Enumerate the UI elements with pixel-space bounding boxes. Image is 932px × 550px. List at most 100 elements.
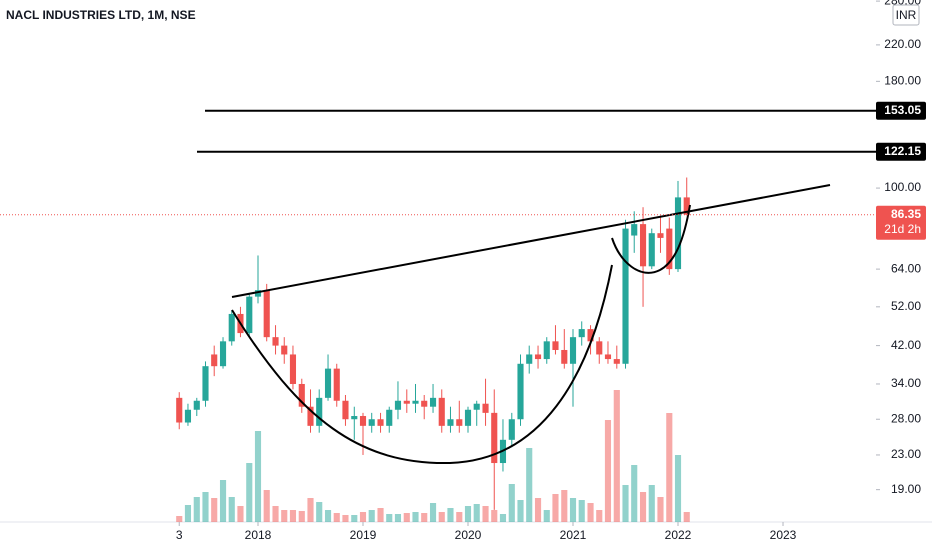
volume-bar xyxy=(324,510,332,522)
volume-bar xyxy=(272,506,279,522)
candle-body xyxy=(508,419,515,440)
chart-title: NACL INDUSTRIES LTD, 1M, NSE xyxy=(6,8,196,22)
candle-body xyxy=(429,397,437,407)
candle-body xyxy=(333,368,340,401)
candle-body xyxy=(517,363,524,420)
y-tick-label: 42.00 xyxy=(891,338,921,352)
volume-bar xyxy=(342,515,349,522)
candle-body xyxy=(289,354,297,384)
volume-bar xyxy=(456,512,463,522)
y-tick-label: 180.00 xyxy=(884,74,921,88)
volume-bar xyxy=(657,497,664,522)
volume-bar xyxy=(219,480,227,522)
candle-body xyxy=(359,416,367,426)
volume-bar xyxy=(491,510,498,522)
countdown-label: 21d 2h xyxy=(884,222,921,236)
candle-body xyxy=(491,412,498,464)
volume-bar xyxy=(377,508,384,522)
candle-body xyxy=(639,224,647,267)
candle-body xyxy=(351,416,358,420)
currency-box xyxy=(892,4,920,26)
handle-curve xyxy=(611,204,691,274)
volume-bar xyxy=(412,512,419,522)
volume-bar xyxy=(604,420,612,522)
candle-body xyxy=(324,368,332,398)
volume-bar xyxy=(263,490,270,522)
volume-bar xyxy=(596,510,603,522)
candle-body xyxy=(377,419,384,426)
candle-body xyxy=(202,366,209,401)
candle-body xyxy=(263,290,270,338)
candle-body xyxy=(482,403,489,413)
level-label-box xyxy=(876,142,926,161)
volume-bar xyxy=(517,500,524,522)
volume-bar xyxy=(683,512,690,522)
candle-body xyxy=(473,403,480,410)
candle-body xyxy=(176,397,183,423)
volume-bar xyxy=(368,510,375,522)
candle-body xyxy=(534,354,542,360)
y-tick-label: 220.00 xyxy=(884,37,921,51)
volume-bar xyxy=(561,490,568,522)
candle-body xyxy=(394,400,402,410)
candle-body xyxy=(569,337,577,364)
volume-bar xyxy=(482,506,489,522)
volume-bar xyxy=(237,506,244,522)
candle-body xyxy=(604,354,612,360)
candle-body xyxy=(683,197,690,215)
level-label: 122.15 xyxy=(884,144,921,158)
candle-body xyxy=(438,397,445,426)
volume-bar xyxy=(359,512,367,522)
volume-bar xyxy=(666,413,673,522)
volume-bar xyxy=(473,504,480,522)
candle-body xyxy=(561,349,568,364)
candle-body xyxy=(421,400,428,407)
x-tick-label: 3 xyxy=(176,528,183,542)
candle-body xyxy=(412,400,419,404)
candle-body xyxy=(622,228,629,364)
x-tick-label: 2019 xyxy=(350,528,377,542)
candle-body xyxy=(316,397,323,426)
candle-body xyxy=(403,400,410,404)
volume-bar xyxy=(438,512,445,522)
candle-body xyxy=(578,329,585,338)
volume-bar xyxy=(307,498,314,522)
y-tick-label: 64.00 xyxy=(891,261,921,275)
candle-body xyxy=(368,419,375,426)
candle-body xyxy=(613,359,620,364)
candle-body xyxy=(298,383,305,407)
candle-body xyxy=(447,419,454,426)
candle-body xyxy=(342,400,349,420)
x-tick-label: 2021 xyxy=(560,528,587,542)
volume-bar xyxy=(421,513,428,522)
volume-bar xyxy=(639,492,647,522)
candle-body xyxy=(543,341,550,360)
volume-bar xyxy=(403,513,410,522)
candle-body xyxy=(228,313,235,342)
last-price-label: 86.35 xyxy=(891,207,921,221)
candle-body xyxy=(657,233,664,238)
candle-body xyxy=(631,224,638,236)
drawings xyxy=(231,184,831,465)
volume-bar xyxy=(351,515,358,522)
volume-bar xyxy=(289,510,297,522)
candle-body xyxy=(211,354,218,367)
candle-body xyxy=(674,197,682,270)
level-label: 153.05 xyxy=(884,103,921,117)
volume-bar xyxy=(631,465,638,522)
candle-body xyxy=(464,409,472,426)
volume-bar xyxy=(447,508,454,522)
candle-body xyxy=(193,400,200,410)
y-tick-label: 52.00 xyxy=(891,299,921,313)
volume-bar xyxy=(552,494,559,522)
y-tick-label: 34.00 xyxy=(891,376,921,390)
candle-body xyxy=(184,409,192,423)
volume-bar xyxy=(184,505,192,522)
volume-bar xyxy=(394,514,402,522)
volume-bar xyxy=(202,492,209,522)
y-tick-label: 100.00 xyxy=(884,180,921,194)
x-tick-label: 2022 xyxy=(665,528,692,542)
volume-bar xyxy=(176,516,183,522)
